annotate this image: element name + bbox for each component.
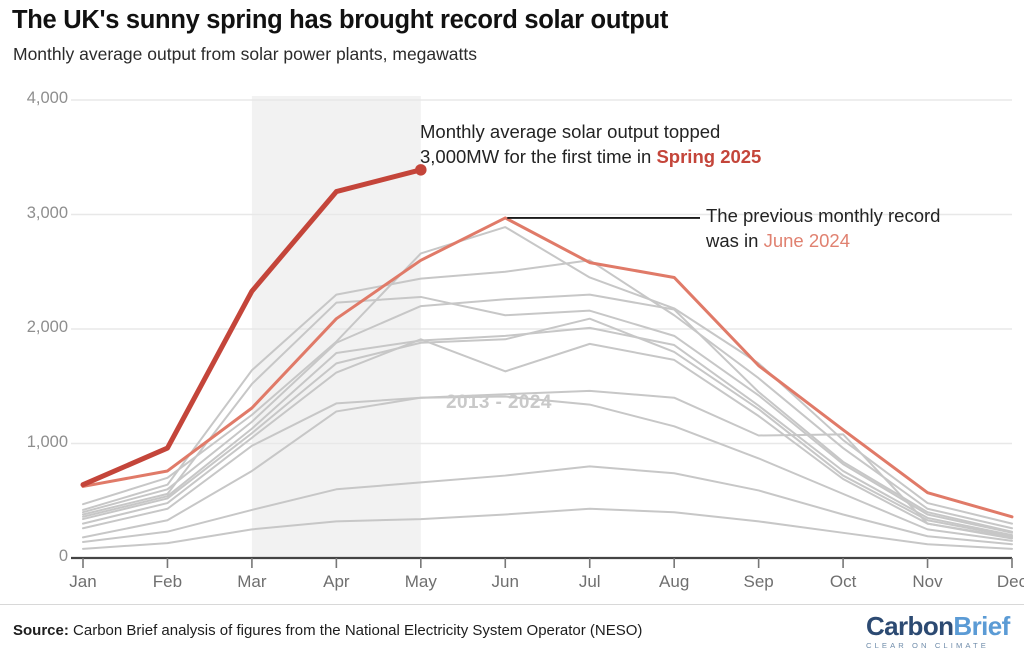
y-axis-tick-label: 3,000 xyxy=(26,203,68,222)
series-line-2013 xyxy=(82,507,1013,550)
source-note: Source: Carbon Brief analysis of figures… xyxy=(13,622,642,639)
y-axis-tick-label: 2,000 xyxy=(26,318,68,336)
series-line-2022 xyxy=(82,259,1013,530)
annotation-june-prefix: was in xyxy=(706,230,764,251)
annotation-june-line1: The previous monthly record xyxy=(706,205,941,226)
x-axis-tick-label-oct: Oct xyxy=(829,572,857,591)
y-axis-tick-label: 4,000 xyxy=(26,89,68,107)
series-line-2015 xyxy=(82,395,1013,542)
logo-tagline: CLEAR ON CLIMATE xyxy=(866,641,989,650)
x-axis-tick-label-may: May xyxy=(404,572,437,591)
line-chart-svg xyxy=(71,96,1014,568)
page-title: The UK's sunny spring has brought record… xyxy=(12,6,669,34)
x-axis-tick-label-jun: Jun xyxy=(491,572,519,591)
annotation-spring-prefix: 3,000MW for the first time in xyxy=(420,146,657,167)
x-axis-tick-label-jan: Jan xyxy=(69,572,97,591)
annotation-spring-line1: Monthly average solar output topped xyxy=(420,121,721,142)
series-line-2019 xyxy=(82,326,1013,537)
annotation-june-2024: The previous monthly record was in June … xyxy=(706,203,940,253)
x-axis-tick-label-dec: Dec xyxy=(996,572,1024,591)
footer-divider xyxy=(0,604,1024,605)
series-line-2018 xyxy=(82,317,1013,538)
logo-brief-text: Brief xyxy=(953,611,1010,641)
annotation-spring-line2: 3,000MW for the first time in Spring 202… xyxy=(420,144,761,169)
source-text: Carbon Brief analysis of figures from th… xyxy=(68,622,643,639)
series-line-2024 xyxy=(81,216,1014,519)
x-axis-tick-label-sep: Sep xyxy=(743,572,774,591)
x-axis-tick-label-nov: Nov xyxy=(912,572,943,591)
x-axis-tick-label-apr: Apr xyxy=(323,572,350,591)
x-axis-tick-label-feb: Feb xyxy=(152,572,183,591)
series-line-2021 xyxy=(82,293,1013,533)
source-label: Source: xyxy=(13,622,69,639)
y-axis-tick-label: 0 xyxy=(58,547,68,565)
series-line-2017 xyxy=(82,338,1013,539)
annotation-june-line2: was in June 2024 xyxy=(706,228,940,253)
logo-wordmark: CarbonBrief xyxy=(866,612,1016,640)
logo-carbon-text: Carbon xyxy=(866,611,954,641)
historical-range-label: 2013 - 2024 xyxy=(446,392,552,413)
annotation-spring-2025: Monthly average solar output topped 3,00… xyxy=(420,119,761,169)
series-endpoint-marker-2025 xyxy=(415,164,427,176)
carbonbrief-logo: CarbonBrief CLEAR ON CLIMATE xyxy=(866,612,1016,658)
annotation-june-highlight: June 2024 xyxy=(763,230,850,251)
spring-highlight-band xyxy=(251,96,421,558)
series-line-2014 xyxy=(82,465,1013,546)
x-axis-tick-label-aug: Aug xyxy=(659,572,690,591)
chart-subtitle: Monthly average output from solar power … xyxy=(13,44,477,64)
plot-area xyxy=(71,96,1014,568)
x-axis-tick-label-jul: Jul xyxy=(578,572,601,591)
series-line-2020 xyxy=(82,295,1013,534)
x-axis-tick-label-mar: Mar xyxy=(237,572,267,591)
series-line-2016 xyxy=(82,389,1013,540)
series-line-2025 xyxy=(80,167,424,488)
y-axis-tick-label: 1,000 xyxy=(26,432,68,451)
annotation-spring-highlight: Spring 2025 xyxy=(656,146,762,167)
